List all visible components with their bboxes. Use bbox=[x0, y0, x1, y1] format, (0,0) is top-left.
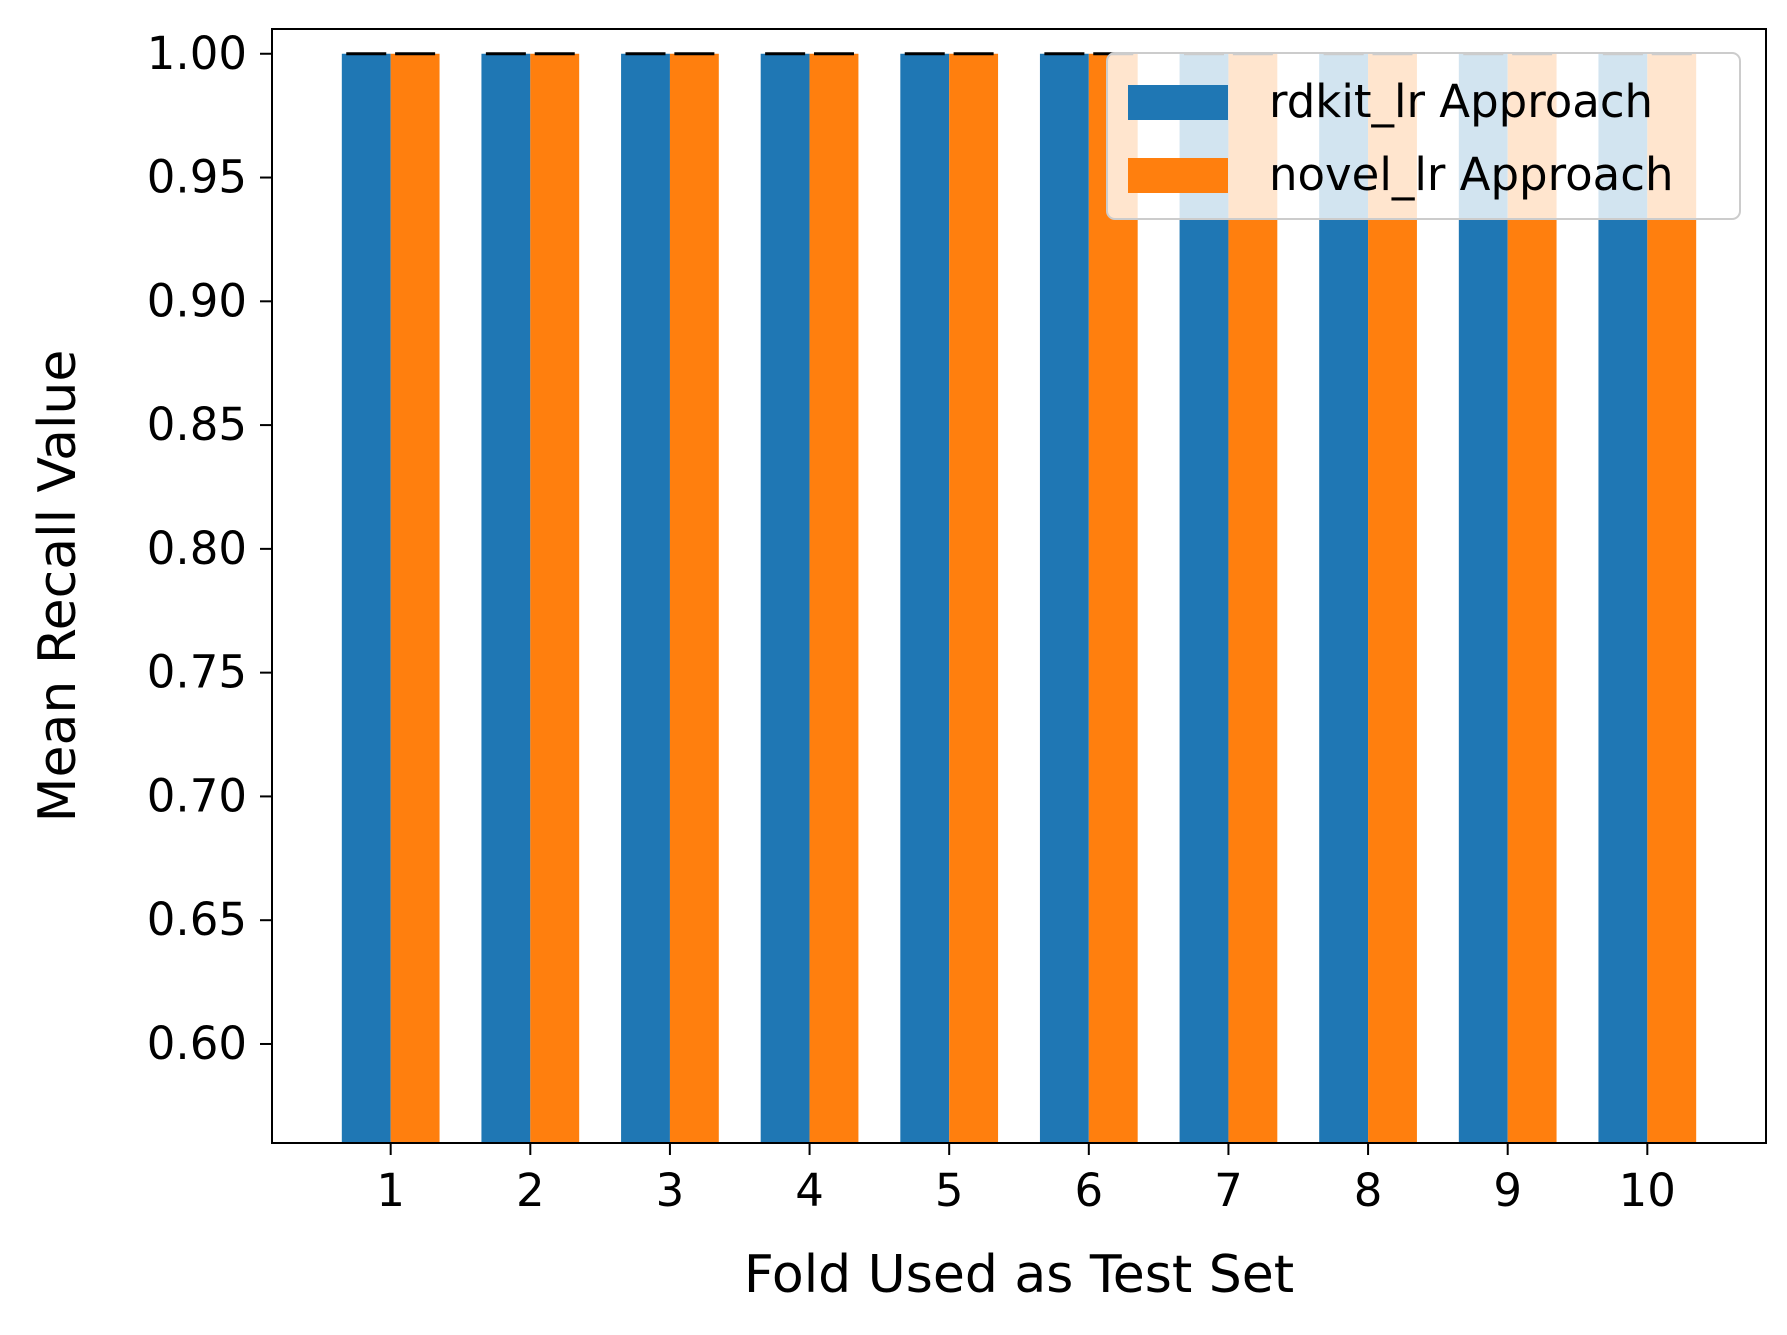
bar-series-1-fold-3 bbox=[621, 53, 670, 1143]
bar-series-1-fold-1 bbox=[341, 53, 391, 1143]
bar-series-1-fold-9 bbox=[1458, 53, 1508, 1143]
legend-label-1: rdkit_lr Approach bbox=[1269, 75, 1653, 128]
bar-series-2-fold-6 bbox=[1088, 53, 1138, 1143]
bar-series-1-fold-8 bbox=[1319, 53, 1369, 1143]
legend-box bbox=[1106, 52, 1741, 220]
bar-series-1-fold-6 bbox=[1039, 53, 1089, 1143]
legend-label-2: novel_lr Approach bbox=[1269, 148, 1673, 201]
bar-series-1-fold-2 bbox=[481, 53, 531, 1143]
legend: rdkit_lr Approach novel_lr Approach bbox=[1106, 52, 1741, 220]
plot-frame bbox=[271, 28, 1767, 1144]
x-axis: 1 2 3 4 5 6 7 8 9 10 bbox=[376, 1143, 1676, 1217]
y-tick-label: 1.00 bbox=[147, 27, 247, 80]
legend-swatch-1 bbox=[1128, 85, 1228, 120]
x-axis-label: Fold Used as Test Set bbox=[744, 1245, 1294, 1305]
bar-series-2-fold-1 bbox=[390, 53, 440, 1143]
bar-series-1-fold-5 bbox=[900, 53, 950, 1143]
y-tick-label: 0.80 bbox=[147, 522, 247, 575]
y-tick-label: 0.85 bbox=[147, 398, 247, 451]
bars-group bbox=[341, 53, 1697, 1143]
x-tick-label: 6 bbox=[1074, 1164, 1103, 1217]
bar-series-1-fold-7 bbox=[1179, 53, 1229, 1143]
bar-series-2-fold-7 bbox=[1228, 53, 1278, 1143]
bar-series-2-fold-9 bbox=[1507, 53, 1557, 1143]
bar-series-2-fold-10 bbox=[1647, 53, 1697, 1143]
legend-swatch-2 bbox=[1128, 158, 1228, 193]
bar-series-2-fold-5 bbox=[949, 53, 999, 1143]
bar-series-2-fold-8 bbox=[1368, 53, 1417, 1143]
x-tick-label: 4 bbox=[795, 1164, 824, 1217]
y-tick-label: 0.90 bbox=[147, 274, 247, 327]
x-tick-label: 9 bbox=[1493, 1164, 1522, 1217]
x-tick-label: 2 bbox=[516, 1164, 545, 1217]
x-tick-label: 8 bbox=[1354, 1164, 1383, 1217]
y-tick-label: 0.60 bbox=[147, 1017, 247, 1070]
x-tick-label: 3 bbox=[656, 1164, 685, 1217]
y-tick-label: 0.95 bbox=[147, 151, 247, 204]
y-axis: 0.60 0.65 0.70 0.75 0.80 0.85 0.90 0.95 1.00 bbox=[147, 27, 272, 1070]
x-tick-label: 5 bbox=[935, 1164, 964, 1217]
y-tick-label: 0.75 bbox=[147, 646, 247, 699]
bar-series-1-fold-4 bbox=[760, 53, 810, 1143]
bar-series-2-fold-3 bbox=[669, 53, 719, 1143]
y-tick-label: 0.70 bbox=[147, 769, 247, 822]
bar-series-1-fold-10 bbox=[1598, 53, 1648, 1143]
bar-series-2-fold-4 bbox=[809, 53, 859, 1143]
y-tick-label: 0.65 bbox=[147, 893, 247, 946]
x-tick-label: 7 bbox=[1214, 1164, 1243, 1217]
bar-series-2-fold-2 bbox=[530, 53, 580, 1143]
x-tick-label: 10 bbox=[1619, 1164, 1676, 1217]
y-axis-label: Mean Recall Value bbox=[28, 350, 88, 823]
x-tick-label: 1 bbox=[376, 1164, 405, 1217]
